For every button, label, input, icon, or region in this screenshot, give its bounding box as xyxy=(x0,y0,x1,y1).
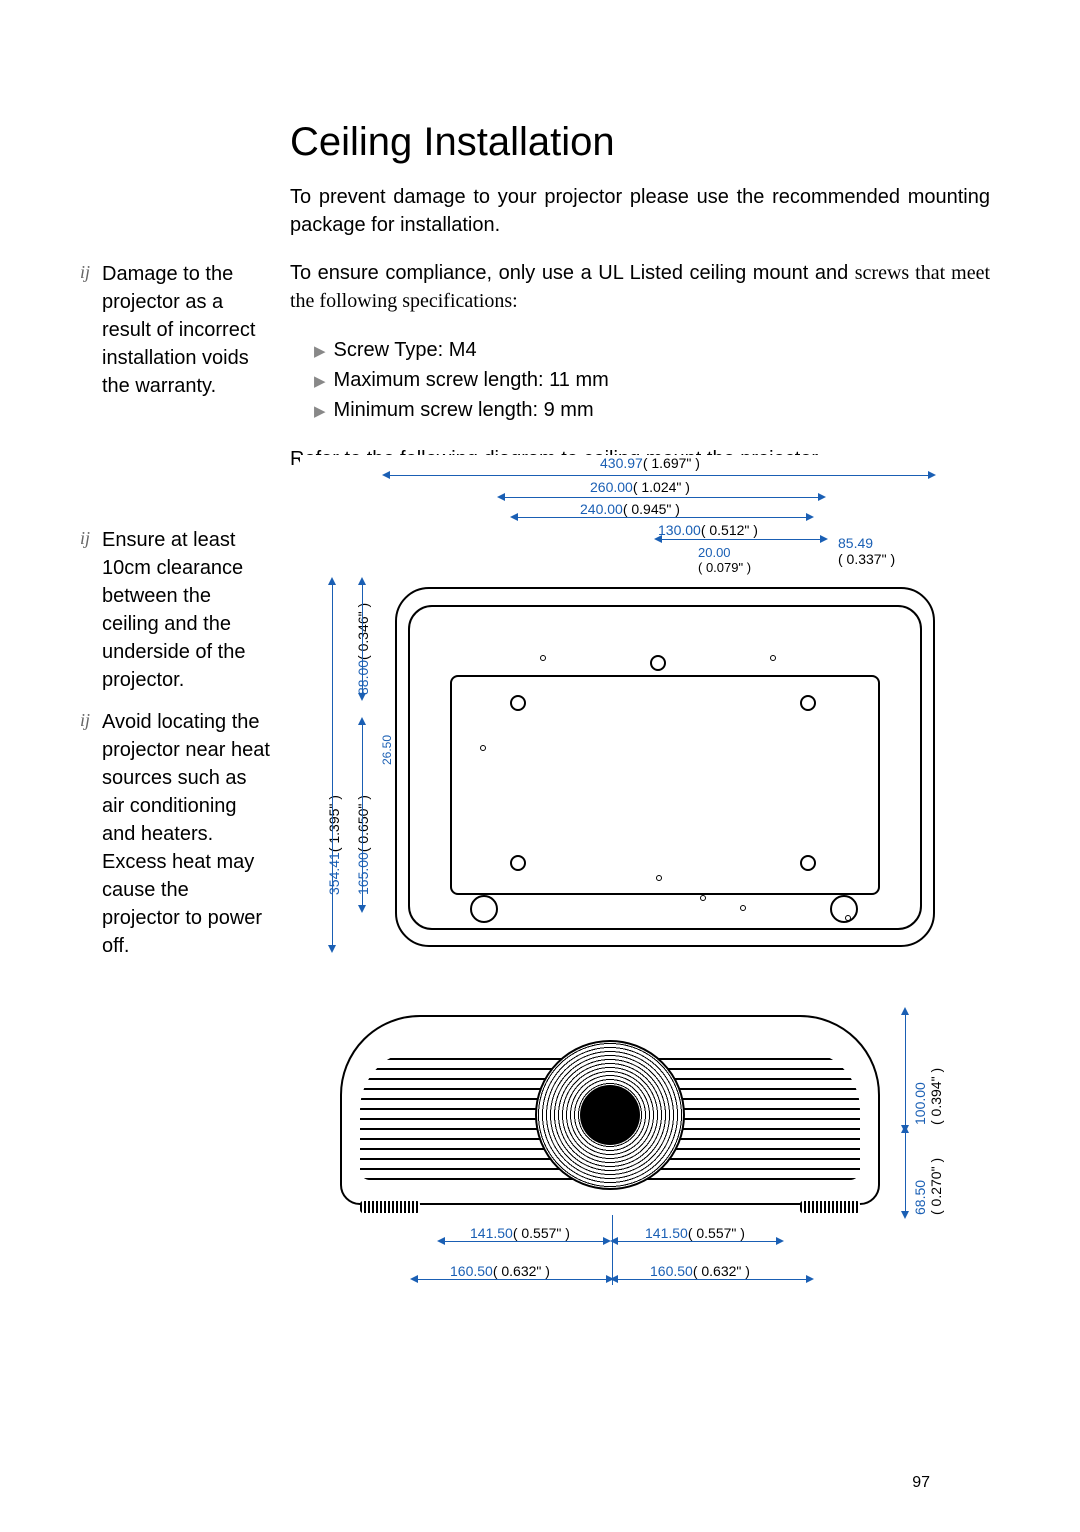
note-bullet-icon: ij xyxy=(80,526,92,694)
dim-240: 240.00( 0.945" ) xyxy=(580,501,680,517)
foot-hole xyxy=(470,895,498,923)
page-number: 97 xyxy=(912,1474,930,1492)
paragraph-2a: To ensure compliance, only use a UL List… xyxy=(290,262,855,284)
spec-text: Minimum screw length: 9 mm xyxy=(334,395,594,425)
diagram-front-view: 100.00( 0.394" ) 68.50( 0.270" ) 141.50(… xyxy=(300,1005,950,1325)
lens-center xyxy=(580,1085,640,1145)
note-item: ij Damage to the projector as a result o… xyxy=(80,260,270,400)
screw-hole xyxy=(800,855,816,871)
note-item: ij Ensure at least 10cm clearance betwee… xyxy=(80,526,270,694)
spec-item: ▶ Screw Type: M4 xyxy=(314,335,990,365)
screw-hole xyxy=(800,695,816,711)
foot-hole xyxy=(830,895,858,923)
note-block-2: ij Ensure at least 10cm clearance betwee… xyxy=(80,526,270,704)
dim-430: 430.97( 1.697" ) xyxy=(600,455,700,471)
note-block-3: ij Avoid locating the projector near hea… xyxy=(80,708,270,970)
diagram-top-view: 430.97( 1.697" ) 260.00( 1.024" ) 240.00… xyxy=(300,455,950,965)
arrow-icon: ▶ xyxy=(314,401,326,424)
dim-20: 20.00( 0.079" ) xyxy=(698,545,751,575)
note-text: Avoid locating the projector near heat s… xyxy=(102,708,270,960)
spec-item: ▶ Minimum screw length: 9 mm xyxy=(314,395,990,425)
dim-141l: 141.50( 0.557" ) xyxy=(470,1225,570,1241)
dim-130: 130.00( 0.512" ) xyxy=(658,522,758,538)
dim-160l: 160.50( 0.632" ) xyxy=(450,1263,550,1279)
spec-item: ▶ Maximum screw length: 11 mm xyxy=(314,365,990,395)
arrow-icon: ▶ xyxy=(314,371,326,394)
page-title: Ceiling Installation xyxy=(290,120,990,165)
dim-354: 354.41( 1.395" ) xyxy=(326,795,342,895)
spec-list: ▶ Screw Type: M4 ▶ Maximum screw length:… xyxy=(314,335,990,425)
screw-hole xyxy=(510,855,526,871)
dim-165: 165.00( 0.650" ) xyxy=(355,795,371,895)
spec-text: Screw Type: M4 xyxy=(334,335,477,365)
note-item: ij Avoid locating the projector near hea… xyxy=(80,708,270,960)
dim-85: 85.49( 0.337" ) xyxy=(838,535,895,567)
paragraph-2: To ensure compliance, only use a UL List… xyxy=(290,259,990,315)
dim-160r: 160.50( 0.632" ) xyxy=(650,1263,750,1279)
note-block-1: ij Damage to the projector as a result o… xyxy=(80,260,270,410)
dim-260: 260.00( 1.024" ) xyxy=(590,479,690,495)
dim-68: 68.50( 0.270" ) xyxy=(912,1158,944,1215)
note-bullet-icon: ij xyxy=(80,708,92,960)
dim-100: 100.00( 0.394" ) xyxy=(912,1068,944,1125)
note-bullet-icon: ij xyxy=(80,260,92,400)
dim-88: 88.00( 0.346" ) xyxy=(355,603,371,695)
page: ij Damage to the projector as a result o… xyxy=(0,0,1080,1532)
screw-hole xyxy=(650,655,666,671)
screw-hole xyxy=(510,695,526,711)
spec-text: Maximum screw length: 11 mm xyxy=(334,365,609,395)
foot-pad xyxy=(800,1201,860,1213)
foot-pad xyxy=(360,1201,420,1213)
paragraph-1: To prevent damage to your projector plea… xyxy=(290,183,990,239)
note-text: Ensure at least 10cm clearance between t… xyxy=(102,526,270,694)
arrow-icon: ▶ xyxy=(314,341,326,364)
main-content: Ceiling Installation To prevent damage t… xyxy=(290,120,990,473)
note-text: Damage to the projector as a result of i… xyxy=(102,260,270,400)
dim-141r: 141.50( 0.557" ) xyxy=(645,1225,745,1241)
